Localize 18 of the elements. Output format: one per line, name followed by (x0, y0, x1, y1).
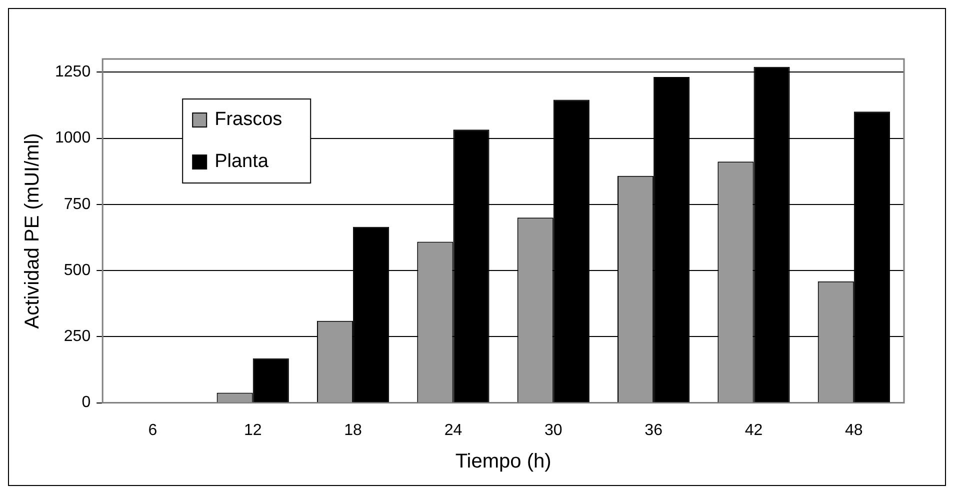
x-tick-label: 24 (444, 422, 462, 439)
y-axis-title: Actividad PE (mUI/ml) (22, 133, 44, 329)
legend-label: Frascos (214, 109, 282, 130)
y-tick-label: 750 (64, 196, 91, 213)
y-tick-label: 0 (82, 394, 91, 412)
x-tick-label: 36 (644, 422, 663, 439)
x-tick-label: 30 (544, 422, 562, 439)
y-tick-label: 1000 (55, 130, 91, 147)
y-tick-label: 1250 (55, 64, 91, 81)
legend-label: Planta (214, 151, 269, 172)
x-axis-title: Tiempo (h) (455, 450, 552, 473)
y-tick-label: 500 (64, 262, 91, 279)
x-tick-label: 12 (244, 422, 262, 439)
x-tick-label: 18 (344, 422, 362, 439)
x-tick-label: 6 (148, 422, 158, 439)
x-tick-label: 42 (744, 422, 763, 439)
y-tick-label: 250 (64, 328, 91, 346)
x-tick-label: 48 (845, 422, 863, 439)
